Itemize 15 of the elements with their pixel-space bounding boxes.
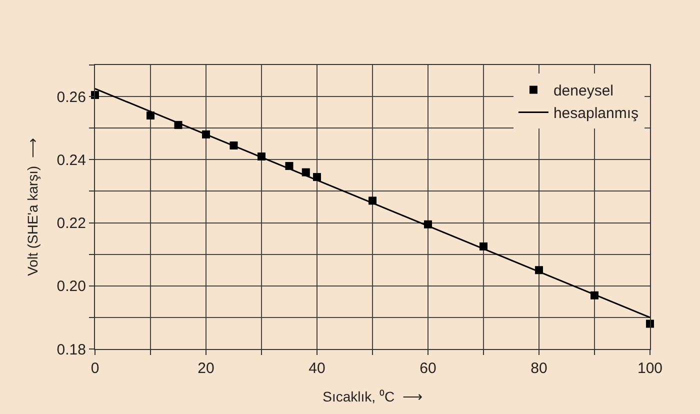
y-tick-label: 0.22 xyxy=(56,215,86,232)
y-axis-title: Volt (SHE'a karşı) ⟶ xyxy=(24,138,40,276)
x-axis-title: Sıcaklık, ⁰C ⟶ xyxy=(322,388,422,404)
x-tick-label: 20 xyxy=(198,360,214,377)
y-tick-label: 0.18 xyxy=(56,341,86,358)
y-tick-label: 0.26 xyxy=(56,88,86,106)
legend-label: deneysel xyxy=(553,82,614,100)
x-tick-label: 40 xyxy=(308,360,326,377)
x-tick-label: 0 xyxy=(90,360,100,377)
legend-label: hesaplanmış xyxy=(553,105,639,122)
y-tick-label: 0.24 xyxy=(56,152,86,169)
y-tick-label: 0.20 xyxy=(56,278,86,296)
x-tick-label: 60 xyxy=(420,360,436,377)
x-tick-label: 80 xyxy=(530,360,548,377)
x-tick-label: 100 xyxy=(637,360,663,377)
